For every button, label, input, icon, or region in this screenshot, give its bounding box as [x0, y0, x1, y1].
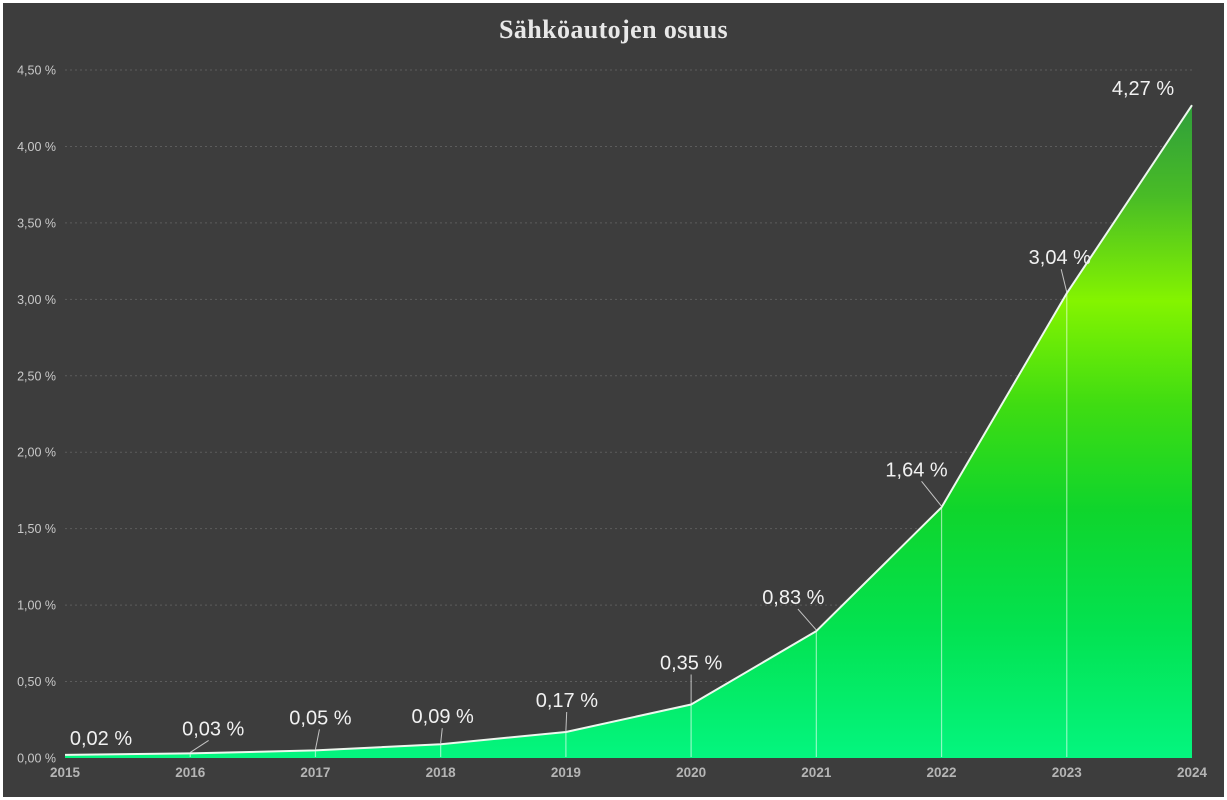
- data-label: 1,64 %: [885, 459, 947, 481]
- y-axis-tick-label: 3,00 %: [17, 293, 56, 307]
- series-line: [64, 104, 1193, 756]
- x-axis-tick-label: 2017: [300, 765, 330, 780]
- data-label: 0,03 %: [182, 718, 244, 740]
- data-label: 4,27 %: [1112, 78, 1174, 100]
- data-label: 0,02 %: [70, 728, 132, 750]
- y-axis-tick-label: 4,00 %: [17, 140, 56, 154]
- chart-title: Sähköautojen osuus: [498, 15, 728, 44]
- data-label: 0,05 %: [289, 707, 351, 729]
- y-axis-tick-label: 2,50 %: [17, 369, 56, 383]
- x-axis-tick-label: 2021: [801, 765, 832, 780]
- y-axis-tick-label: 4,50 %: [17, 64, 56, 78]
- y-axis-tick-label: 2,00 %: [17, 446, 56, 460]
- y-axis-tick-label: 0,00 %: [17, 752, 56, 766]
- data-label-leader-line: [1060, 269, 1068, 293]
- data-label: 3,04 %: [1029, 247, 1091, 269]
- x-axis-tick-label: 2020: [676, 765, 706, 780]
- y-axis-tick-label: 3,50 %: [17, 216, 56, 230]
- y-axis-tick-label: 1,50 %: [17, 522, 56, 536]
- data-label: 0,83 %: [762, 587, 824, 609]
- data-label-leader-line: [797, 608, 817, 631]
- x-axis-tick-label: 2022: [927, 765, 957, 780]
- data-label-leader-line: [314, 729, 320, 750]
- y-axis-tick-label: 1,00 %: [17, 599, 56, 613]
- x-axis-tick-label: 2015: [50, 765, 81, 780]
- data-label: 0,35 %: [660, 652, 722, 674]
- data-label-leader-line: [189, 739, 209, 753]
- data-label: 0,17 %: [536, 690, 598, 712]
- x-axis-tick-label: 2023: [1052, 765, 1083, 780]
- area-series: [65, 105, 1192, 758]
- data-label-leader-line: [440, 728, 443, 744]
- x-axis-tick-label: 2024: [1177, 765, 1208, 780]
- x-axis-tick-label: 2019: [551, 765, 581, 780]
- y-axis-tick-label: 0,50 %: [17, 675, 56, 689]
- data-label-leader-line: [565, 711, 568, 732]
- x-axis-tick-label: 2018: [426, 765, 457, 780]
- x-axis-tick-label: 2016: [175, 765, 206, 780]
- data-label: 0,09 %: [412, 706, 474, 728]
- data-label-leader-line: [921, 480, 942, 507]
